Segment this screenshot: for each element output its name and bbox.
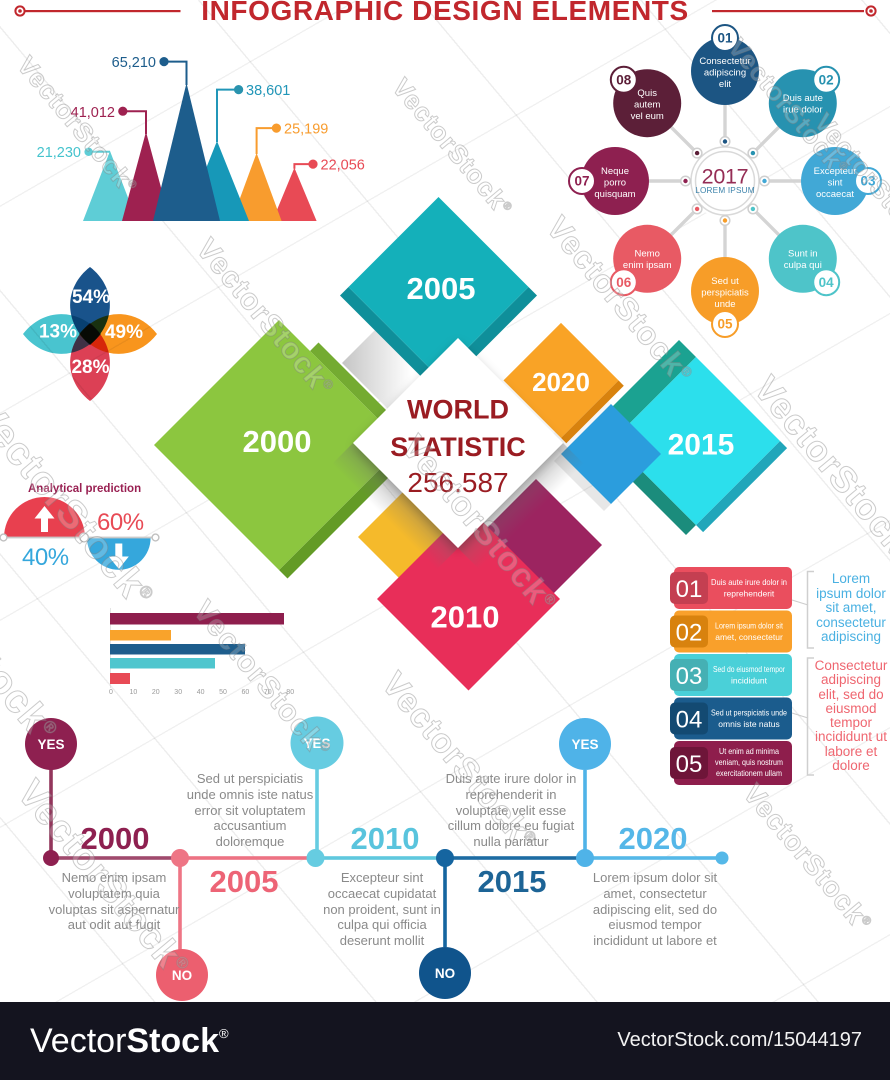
svg-text:YES: YES	[571, 737, 598, 752]
svg-text:2015: 2015	[668, 428, 735, 461]
svg-text:54%: 54%	[72, 287, 110, 308]
svg-text:03: 03	[860, 174, 876, 189]
svg-text:NO: NO	[435, 966, 455, 981]
svg-text:22,056: 22,056	[321, 158, 365, 174]
svg-text:10: 10	[130, 689, 138, 696]
svg-text:08: 08	[616, 73, 632, 88]
svg-text:06: 06	[616, 275, 632, 290]
svg-text:20: 20	[152, 689, 160, 696]
svg-text:60%: 60%	[97, 509, 144, 536]
svg-text:21,230: 21,230	[37, 145, 81, 161]
svg-text:25,199: 25,199	[284, 122, 328, 138]
svg-text:41,012: 41,012	[71, 105, 115, 121]
svg-text:04: 04	[819, 275, 835, 290]
svg-text:2020: 2020	[532, 367, 590, 397]
svg-text:01: 01	[676, 576, 703, 603]
svg-text:02: 02	[819, 73, 834, 88]
svg-text:13%: 13%	[39, 322, 77, 343]
svg-text:80: 80	[286, 689, 294, 696]
svg-text:2005: 2005	[407, 271, 476, 306]
svg-text:WORLD: WORLD	[407, 395, 509, 425]
svg-text:70: 70	[264, 689, 272, 696]
svg-text:60: 60	[242, 689, 250, 696]
svg-text:2017: 2017	[702, 165, 749, 189]
svg-text:LOREM IPSUM: LOREM IPSUM	[695, 186, 755, 195]
svg-text:05: 05	[676, 751, 703, 778]
svg-text:04: 04	[676, 707, 703, 734]
svg-text:03: 03	[676, 663, 703, 690]
svg-text:50: 50	[219, 689, 227, 696]
svg-text:49%: 49%	[105, 322, 143, 343]
svg-text:01: 01	[717, 31, 733, 46]
svg-text:Analytical prediction: Analytical prediction	[28, 483, 141, 495]
svg-text:07: 07	[574, 174, 589, 189]
svg-text:256.587: 256.587	[407, 467, 508, 498]
svg-text:65,210: 65,210	[112, 55, 156, 71]
svg-text:05: 05	[717, 317, 733, 332]
svg-text:STATISTIC: STATISTIC	[390, 432, 526, 462]
svg-text:40: 40	[197, 689, 205, 696]
svg-text:YES: YES	[303, 736, 330, 751]
svg-text:28%: 28%	[71, 357, 109, 378]
svg-text:02: 02	[676, 620, 703, 647]
svg-text:2010: 2010	[431, 600, 500, 635]
svg-text:NO: NO	[172, 968, 192, 983]
svg-text:2000: 2000	[243, 424, 312, 459]
svg-text:0: 0	[109, 689, 113, 696]
svg-text:YES: YES	[37, 737, 64, 752]
svg-text:40%: 40%	[22, 544, 69, 571]
svg-text:38,601: 38,601	[246, 83, 290, 99]
svg-text:30: 30	[174, 689, 182, 696]
